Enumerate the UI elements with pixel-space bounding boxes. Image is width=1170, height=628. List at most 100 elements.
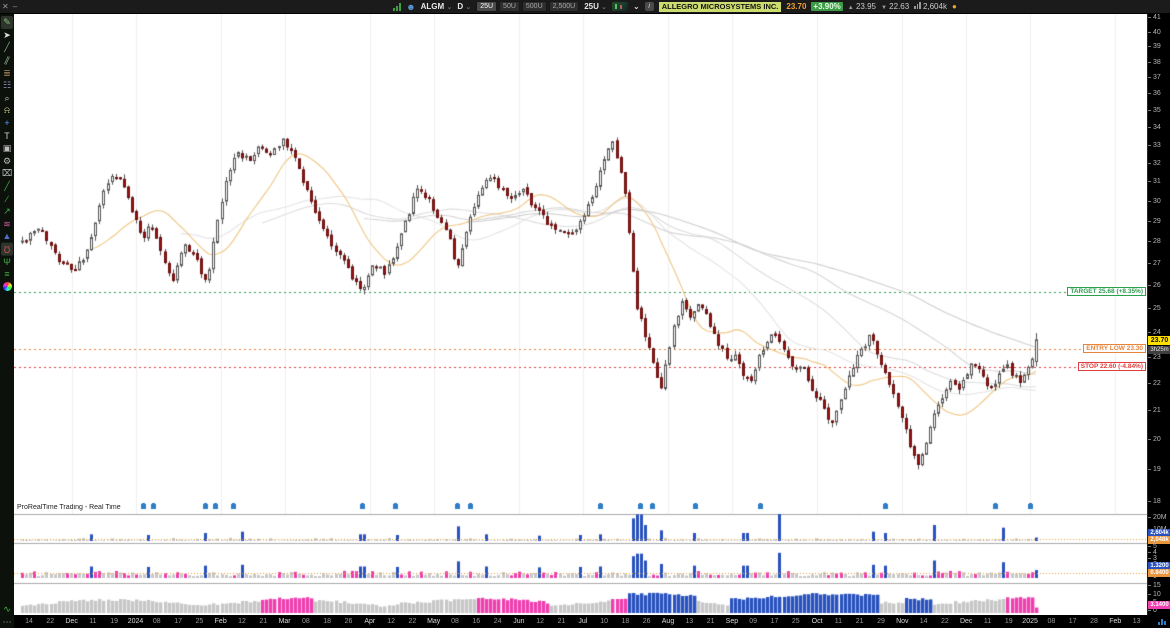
axis-settings-icon[interactable] [1158,617,1166,625]
time-axis-label: Dec [959,618,973,625]
time-axis-label: 28 [1090,618,1098,625]
time-axis-label: Oct [811,618,823,625]
time-axis-label: 16 [472,618,481,625]
timeframe-dropdown[interactable]: D ⌄ [457,2,472,11]
connection-signal-icon [393,2,402,11]
stop-level-label[interactable]: STOP 22.60 (-4.84%) [1077,362,1146,372]
segment-icon[interactable]: ╱ [4,181,10,192]
settings-icon[interactable]: ⚙ [2,155,12,166]
day-low: ▼ 22.63 [880,2,910,11]
day-volume: 2,604k [914,2,947,11]
elliott-waves-icon[interactable]: ≋ [3,218,11,229]
unit-button-50u[interactable]: 50U [499,1,520,12]
time-axis-label: 17 [174,618,182,625]
time-axis-label: 18 [621,618,630,625]
price-tick: 21 [1148,407,1170,414]
patterns-icon[interactable]: ☷ [2,80,12,91]
zoom-icon[interactable]: ⌕ [4,92,10,103]
time-axis-label: Feb [214,618,227,625]
close-window-icon[interactable]: ✕ [2,1,9,11]
day-high: ▲ 23.95 [847,2,876,11]
alert-bell-icon[interactable]: ⍾ [4,105,10,116]
range-dropdown[interactable]: 25U ⌄ [584,2,607,11]
move-icon[interactable]: + [4,118,10,129]
trend-line-icon[interactable]: ╱ [4,42,10,53]
instrument-name-badge[interactable]: ALLEGRO MICROSYSTEMS INC. [658,1,782,12]
price-tick: 31 [1148,178,1170,185]
chart-style-caret[interactable]: ⌄ [633,2,640,11]
chevron-down-icon: ⌄ [446,4,453,11]
chart-style-button[interactable] [612,2,628,11]
text-icon[interactable]: T [4,130,10,141]
price-tick: 28 [1148,238,1170,245]
price-tick: 35 [1148,107,1170,114]
price-tick: 20 [1148,436,1170,443]
time-axis-label: 11 [89,618,97,625]
magnet-icon[interactable]: Ω [1,242,13,256]
info-button[interactable]: i [644,2,654,11]
entry-level-label[interactable]: ENTRY LOW 23.30 [1083,344,1146,354]
chevron-down-icon: ⌄ [465,4,472,11]
market-status-icon: ● [951,2,957,11]
range-pane-tick: 10 [1148,591,1170,598]
time-axis-label: May [427,618,441,625]
time-axis-label: 11 [983,618,992,625]
minimize-window-icon[interactable]: – [12,1,18,11]
ratio-pane-value-badge: 1.3200 [1148,562,1170,570]
price-axis[interactable]: 23.70 3h25m 41 40 39 38 37 36 35 34 33 32 31 30 29 28… [1147,14,1170,615]
ratio-pane-tick: 3 [1148,555,1170,562]
time-axis[interactable]: 14 22 Dec 11 19 2024 08 17 25 Feb 12 21 Mar 08 18 26 Apr… [14,615,1170,628]
triangle-pattern-icon[interactable]: ▲ [2,231,12,242]
time-axis-label: 13 [1132,618,1141,625]
pitchfork-icon[interactable]: Ψ [3,256,11,267]
levels-icon[interactable]: ≡ [4,269,10,280]
color-wheel-icon[interactable] [2,282,12,292]
time-axis-label: 08 [451,618,459,625]
unit-button-25u[interactable]: 25U [476,1,498,12]
top-toolbar: ✕ – ☻ ALGM ⌄ D ⌄ 25U 50U 500U 2,500U 25U ⌄ … [0,0,1170,14]
time-axis-label: 08 [1047,618,1056,625]
watermark: ProRealTime Trading - Real Time [17,504,121,511]
range-pane-tick: 15 [1148,582,1170,589]
ray-icon[interactable]: ∕ [6,193,8,204]
delete-icon[interactable]: ⌧ [1,168,13,179]
change-percent-badge: +3.90% [811,2,843,11]
range-pane-value-badge: 3.1400 [1148,601,1170,609]
range-pane-tick: 0 [1148,607,1170,614]
cursor-icon[interactable]: ➤ [3,29,11,40]
drawing-toolbar: ✎ ➤ ╱ ∥ ≣ ☷ ⌕ ⍾ + T ▣ ⚙ ⌧ ╱ ∕ ↗ ≋ ▲ Ω Ψ ≡ ∿ ⋯ [0,14,14,628]
unit-button-2500u[interactable]: 2,500U [548,1,580,12]
draw-pencil-icon[interactable]: ✎ [1,16,13,29]
more-icon[interactable]: ⋯ [2,616,12,627]
price-tick: 18 [1148,498,1170,505]
arrow-icon[interactable]: ↗ [3,206,11,217]
time-axis-label: 24 [493,618,502,625]
price-tick: 27 [1148,260,1170,267]
symbol-dropdown[interactable]: ALGM ⌄ [420,2,453,11]
price-tick: 19 [1148,466,1170,473]
candlestick-chart[interactable] [14,14,1147,615]
fibonacci-icon[interactable]: ≣ [3,67,11,78]
duplicate-icon[interactable]: ▣ [2,143,12,154]
time-axis-label: Jun [513,618,525,625]
time-axis-label: 08 [152,618,161,625]
time-axis-label: 10 [600,618,608,625]
time-axis-label: 17 [770,618,779,625]
time-axis-label: 09 [749,618,758,625]
price-tick: 40 [1148,29,1170,36]
time-axis-label: 19 [110,618,119,625]
time-axis-label: 25 [195,618,204,625]
unit-button-500u[interactable]: 500U [521,1,547,12]
time-axis-label: 18 [323,618,332,625]
target-level-label[interactable]: TARGET 25.68 (+8.35%) [1067,287,1146,297]
price-tick: 30 [1148,198,1170,205]
indicator-chart-icon[interactable]: ∿ [3,604,11,615]
time-axis-label: 14 [25,618,33,625]
price-tick: 32 [1148,160,1170,167]
price-tick: 24 [1148,329,1170,336]
price-tick: 41 [1148,14,1170,21]
volume-bars-icon [914,2,921,9]
time-axis-label: 13 [685,618,694,625]
price-tick: 22 [1148,380,1170,387]
